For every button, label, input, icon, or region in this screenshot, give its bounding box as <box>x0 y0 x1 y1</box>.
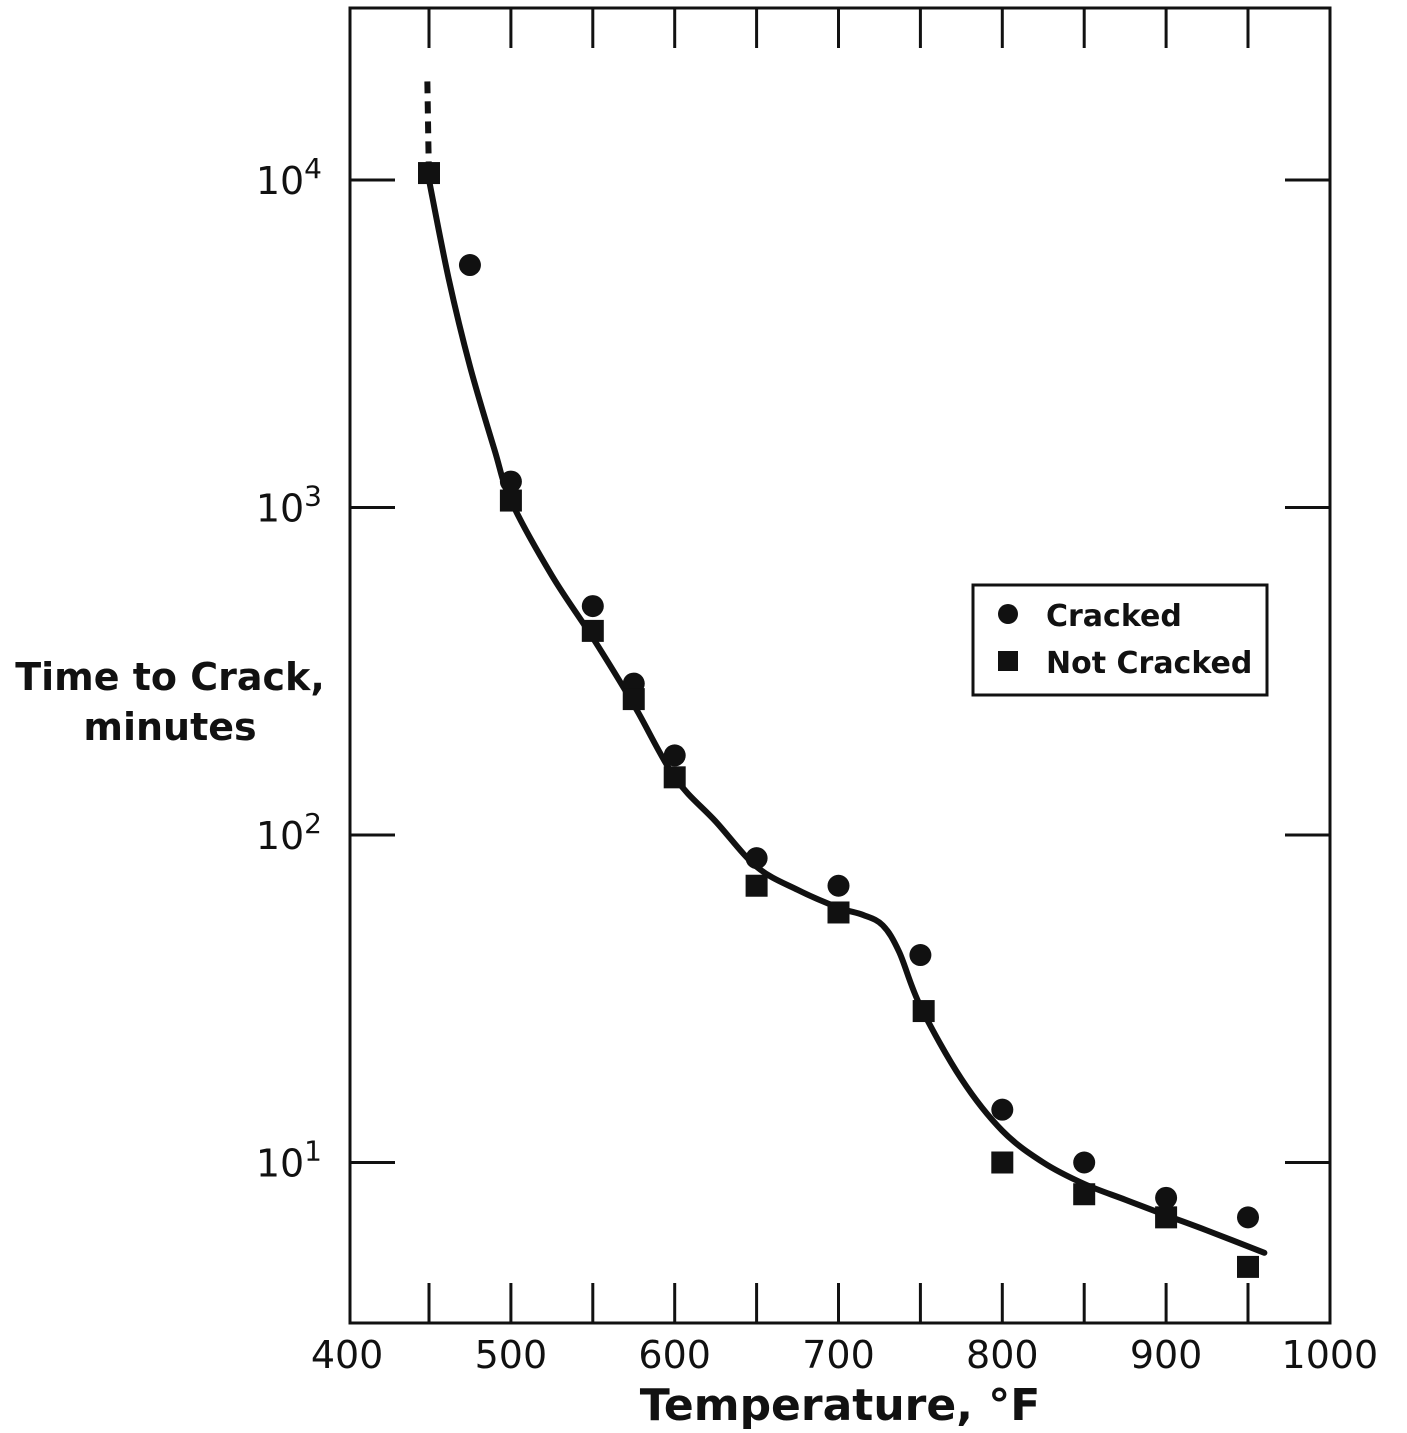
not-cracked-point <box>827 901 850 924</box>
y-tick-label: 102 <box>256 807 322 858</box>
not-cracked-point <box>663 766 686 789</box>
x-tick-label: 800 <box>966 1333 1039 1377</box>
legend-not-cracked-label: Not Cracked <box>1046 646 1252 681</box>
cracked-point <box>827 874 850 897</box>
not-cracked-point <box>581 619 604 642</box>
x-tick-label: 500 <box>475 1333 548 1377</box>
cracked-point <box>581 595 604 618</box>
cracked-point <box>458 254 481 277</box>
data-markers <box>418 162 1259 1278</box>
x-tick-label: 400 <box>311 1333 384 1377</box>
cracked-point <box>909 944 932 967</box>
x-axis-ticks: 400 500 600 700 800 900 1000 <box>311 8 1378 1377</box>
cracked-point <box>499 470 522 493</box>
not-cracked-point <box>991 1151 1014 1174</box>
cracked-point <box>745 847 768 870</box>
y-tick-label: 103 <box>256 480 322 531</box>
y-axis-title-line2: minutes <box>83 705 256 749</box>
not-cracked-point <box>745 874 768 897</box>
x-tick-label: 900 <box>1130 1333 1203 1377</box>
cracked-point <box>1073 1151 1096 1174</box>
x-tick-label: 600 <box>638 1333 711 1377</box>
x-axis-title: Temperature, °F <box>640 1380 1041 1431</box>
y-axis-title-line1: Time to Crack, <box>15 655 325 699</box>
legend-not-cracked-marker <box>998 651 1018 671</box>
legend-cracked-marker <box>998 604 1018 624</box>
cracked-point <box>991 1098 1014 1121</box>
legend-box <box>971 583 1269 697</box>
not-cracked-point <box>622 688 645 711</box>
fit-curve <box>426 177 1268 1256</box>
y-tick-label: 101 <box>256 1135 322 1186</box>
not-cracked-point <box>1073 1183 1096 1206</box>
cracked-point <box>663 744 686 767</box>
y-axis-ticks: 104 103 102 101 <box>256 152 1330 1186</box>
legend: Cracked Not Cracked <box>971 583 1269 697</box>
x-tick-label: 1000 <box>1282 1333 1379 1377</box>
cracked-point <box>1237 1206 1259 1229</box>
not-cracked-point <box>1237 1255 1259 1278</box>
not-cracked-point <box>418 162 440 185</box>
cracked-point <box>1155 1186 1178 1209</box>
not-cracked-point <box>1155 1206 1178 1229</box>
not-cracked-point <box>912 1000 935 1023</box>
legend-cracked-label: Cracked <box>1046 599 1182 634</box>
x-tick-label: 700 <box>802 1333 875 1377</box>
y-tick-label: 104 <box>256 152 322 203</box>
not-cracked-point <box>499 489 522 512</box>
